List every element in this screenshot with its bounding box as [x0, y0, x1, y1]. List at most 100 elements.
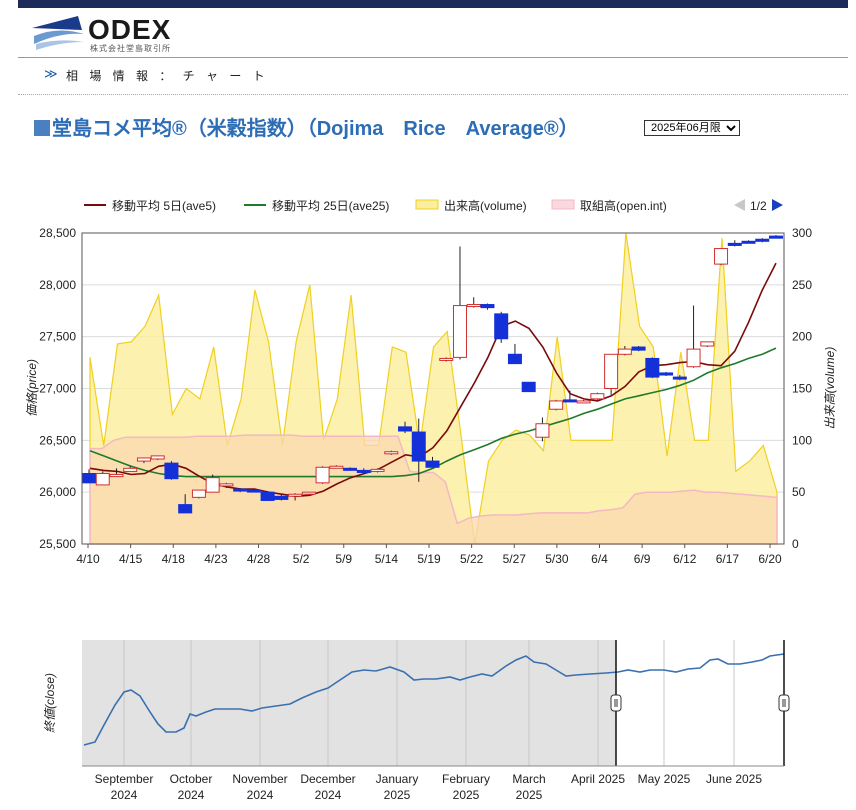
y2-tick-label: 150 [792, 382, 812, 396]
candle [576, 399, 591, 404]
header-divider [18, 57, 848, 58]
navigator-close-line [83, 653, 785, 746]
candle-up-body [370, 468, 385, 472]
candle [384, 450, 399, 455]
candle [494, 311, 509, 343]
candle [604, 353, 619, 395]
candle [260, 491, 275, 501]
x-axis-ticks: 4/10 4/15 4/18 4/23 4/28 5/2 5/9 5/14 5/19 5/22 5/… [76, 544, 782, 566]
candle [549, 399, 564, 411]
candle-up-body [714, 248, 729, 265]
candle-up-body [150, 455, 165, 460]
candle [727, 240, 742, 247]
x-tick-label: 5/30 [545, 552, 569, 566]
navigator-x-ticks: September 2024 October 2024 November 2024 Dece… [95, 772, 763, 802]
y-tick-label: 26,000 [39, 485, 76, 499]
candle [507, 343, 522, 365]
candle-down-body [398, 426, 413, 432]
candle [714, 248, 729, 266]
next-page-icon[interactable] [772, 199, 783, 211]
candle-down-body [521, 381, 536, 393]
legend-ave5[interactable]: 移動平均 5日(ave5) [112, 199, 216, 213]
y2-tick-label: 0 [792, 537, 799, 551]
navigator-x-tick-year: 2024 [247, 788, 274, 802]
candle-up-body [288, 493, 303, 497]
y-tick-label: 27,500 [39, 330, 76, 344]
x-tick-label: 6/17 [716, 552, 740, 566]
candle-up-body [219, 483, 234, 487]
candle [150, 455, 165, 461]
candle-down-body [494, 313, 509, 340]
candle [645, 357, 660, 379]
candle [659, 371, 674, 377]
candle-up-body [301, 491, 316, 495]
candle-up-body [535, 423, 550, 438]
navigator-left-handle[interactable] [610, 694, 622, 712]
legend-ave25[interactable]: 移動平均 25日(ave25) [272, 199, 389, 213]
candle-down-body [260, 491, 275, 501]
y2-axis-ticks: 300 250 200 150 100 50 0 [792, 226, 812, 551]
candle-down-body [480, 304, 495, 309]
navigator-x-tick-year: 2024 [111, 788, 138, 802]
candle [329, 465, 344, 469]
candle-up-body [136, 457, 151, 462]
candle [590, 392, 605, 400]
candle-down-body [507, 353, 522, 365]
candle-up-body [700, 341, 715, 347]
candle-down-body [645, 357, 660, 378]
navigator-x-tick-label: November [232, 772, 287, 786]
odex-logo-icon [32, 16, 84, 50]
openint-area [89, 434, 778, 545]
candle [109, 468, 124, 478]
candle-down-body [82, 473, 96, 484]
navigator-x-tick-label: June 2025 [706, 772, 762, 786]
candle-down-body [631, 346, 646, 351]
candle-up-body [205, 477, 220, 493]
y-tick-label: 28,500 [39, 226, 76, 240]
ave25-line [89, 347, 777, 478]
legend-openint[interactable]: 取組高(open.int) [580, 198, 667, 213]
candle-down-body [356, 469, 371, 473]
candle-up-body [590, 393, 605, 400]
candle [178, 494, 193, 514]
x-tick-label: 5/19 [417, 552, 441, 566]
candle-down-body [343, 467, 358, 471]
navigator-selected-range[interactable] [616, 640, 784, 766]
x-tick-label: 6/20 [758, 552, 782, 566]
navigator-x-tick-label: December [300, 772, 355, 786]
candle-up-body [315, 466, 330, 484]
breadcrumb-divider [18, 94, 848, 95]
navigator-right-handle[interactable] [778, 694, 790, 712]
candle-down-body [672, 376, 687, 380]
navigator-x-tick-year: 2024 [178, 788, 205, 802]
y-tick-label: 27,000 [39, 382, 76, 396]
prev-page-icon[interactable] [734, 199, 745, 211]
y2-axis-label: 出来高(volume) [823, 347, 837, 430]
candle-up-body [109, 474, 124, 478]
candle-up-body [686, 348, 701, 368]
x-tick-label: 4/15 [119, 552, 143, 566]
candle [769, 235, 783, 239]
candle [123, 466, 138, 472]
candle [301, 491, 316, 495]
candle [425, 456, 440, 468]
candle [562, 390, 577, 403]
candle [288, 493, 303, 501]
navigator-x-tick-label: October [170, 772, 213, 786]
candle-down-body [274, 495, 289, 500]
candle-up-body [576, 400, 591, 404]
y-axis-label: 価格(price) [25, 359, 39, 417]
contract-month-select[interactable]: 2025年06月限 [644, 120, 740, 136]
page-indicator: 1/2 [750, 199, 767, 213]
candle [205, 474, 220, 493]
y2-tick-label: 200 [792, 330, 812, 344]
candle-up-body [452, 305, 467, 358]
candle-down-body [562, 399, 577, 403]
ave5-line [89, 262, 777, 498]
openint-area-fill [89, 434, 778, 545]
candle [370, 468, 385, 473]
navigator-x-tick-year: 2025 [384, 788, 411, 802]
legend-volume[interactable]: 出来高(volume) [444, 198, 527, 213]
chart-legend: 移動平均 5日(ave5) 移動平均 25日(ave25) 出来高(volume… [84, 198, 783, 213]
